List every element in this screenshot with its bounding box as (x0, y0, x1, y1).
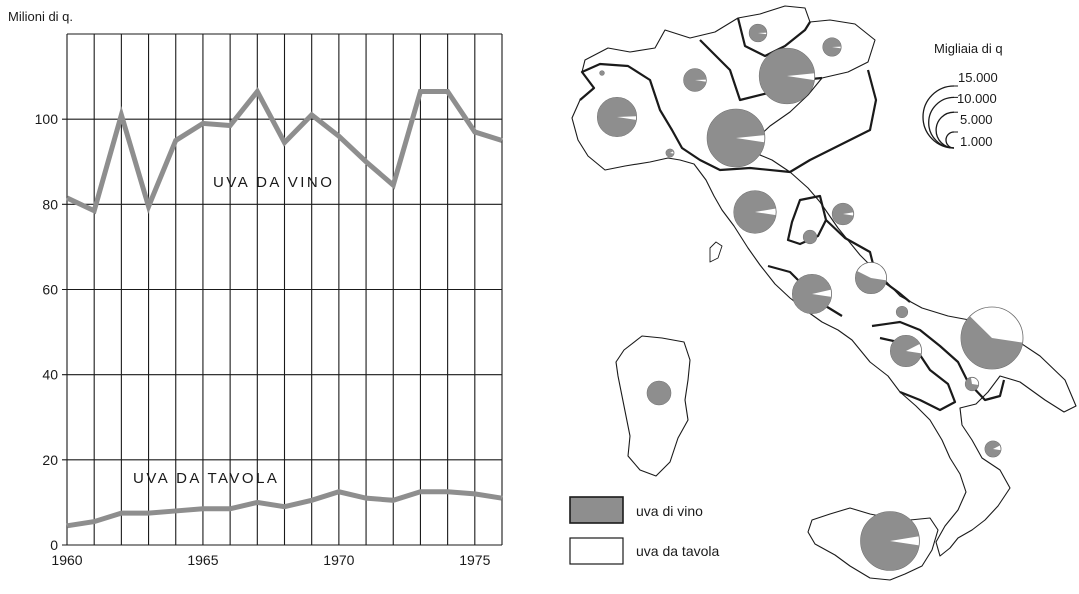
pie-veneto (758, 47, 816, 105)
pie-wine-slice (597, 97, 637, 137)
pie-wine-slice (822, 37, 842, 57)
size-legend-10000: 10.000 (957, 91, 997, 106)
legend-label-uva-di-vino: uva di vino (636, 503, 703, 519)
pie-puglia (960, 306, 1024, 370)
pie-umbria (802, 229, 818, 245)
pie-wine-slice (647, 381, 671, 405)
pie-piemonte (596, 96, 638, 138)
y-axis-ticks: 0 20 40 60 80 100 (35, 111, 59, 553)
x-tick-label: 1970 (323, 552, 354, 568)
pie-wine-slice (860, 511, 920, 571)
pie-calabria (984, 440, 1002, 458)
pie-toscana (733, 190, 777, 234)
pie-wine-slice (984, 440, 1001, 458)
pie-trentino-alto-adige (748, 23, 768, 43)
y-tick-label: 80 (42, 196, 58, 212)
series-line-uva-da-tavola (66, 489, 503, 529)
chart-series (65, 86, 503, 529)
series-label-uva-da-vino: UVA DA VINO (213, 174, 334, 191)
size-legend-arc (928, 96, 955, 149)
size-legend-15000: 15.000 (958, 70, 998, 85)
northwest-border (579, 62, 878, 174)
pie-wine-slice (896, 306, 908, 318)
chart-grid (62, 33, 503, 546)
series-label-uva-da-tavola: UVA DA TAVOLA (133, 470, 279, 487)
pie-marche (831, 202, 855, 226)
pie-lazio (791, 273, 833, 315)
regional-pie-charts (596, 23, 1024, 571)
size-legend-arc (945, 131, 955, 149)
legend-label-uva-da-tavola: uva da tavola (636, 543, 719, 559)
pie-emilia-romagna (706, 108, 766, 168)
size-legend-5000: 5.000 (960, 112, 993, 127)
pie-wine-slice (960, 316, 1023, 370)
pie-lombardia (683, 68, 707, 92)
x-tick-label: 1965 (187, 552, 218, 568)
size-legend-arcs (922, 85, 958, 149)
pie-wine-slice (665, 148, 674, 158)
italy-production-map: Migliaia di q 15.000 10.000 5.000 1.000 … (569, 5, 1077, 581)
pie-wine-slice (759, 48, 815, 104)
pie-sicilia (860, 511, 920, 571)
pie-wine-slice (965, 377, 979, 391)
pie-molise (895, 305, 909, 319)
x-tick-label: 1960 (51, 552, 82, 568)
legend-swatch-uva-di-vino (569, 496, 624, 524)
size-legend: Migliaia di q 15.000 10.000 5.000 1.000 (922, 41, 1003, 149)
pie-valle-d-aosta (599, 70, 605, 76)
pie-wine-slice (855, 271, 887, 294)
type-legend: uva di vino uva da tavola (569, 496, 719, 565)
size-legend-1000: 1.000 (960, 134, 993, 149)
y-tick-label: 60 (42, 282, 58, 298)
legend-swatch-uva-da-tavola (569, 537, 624, 565)
size-legend-labels: 15.000 10.000 5.000 1.000 (957, 70, 998, 149)
pie-basilicata (964, 376, 980, 392)
pie-wine-slice (792, 274, 832, 314)
x-axis-ticks: 1960 1965 1970 1975 (51, 552, 490, 568)
y-tick-label: 100 (35, 111, 59, 127)
pie-wine-slice (749, 24, 767, 42)
y-tick-label: 40 (42, 367, 58, 383)
y-axis-label: Milioni di q. (8, 9, 73, 24)
pie-wine-slice (683, 68, 707, 92)
pie-abruzzo (854, 261, 888, 295)
size-legend-title: Migliaia di q (934, 41, 1003, 56)
corsica-tip (709, 241, 723, 263)
pie-wine-slice (707, 109, 765, 167)
pie-friuli-venezia-giulia (822, 37, 842, 57)
pie-wine-slice (832, 203, 854, 225)
y-tick-label: 20 (42, 452, 58, 468)
pie-wine-slice (890, 335, 922, 367)
pie-campania (889, 334, 923, 368)
pie-wine-slice (803, 230, 817, 244)
sardinia-outline (615, 335, 691, 477)
series-line-uva-da-vino (65, 86, 503, 215)
pie-sardegna (646, 380, 672, 406)
y-tick-label: 0 (50, 537, 58, 553)
size-legend-arc (935, 111, 955, 149)
pie-wine-slice (599, 70, 605, 76)
x-tick-label: 1975 (459, 552, 490, 568)
pie-liguria (665, 148, 675, 158)
pie-wine-slice (733, 190, 776, 234)
